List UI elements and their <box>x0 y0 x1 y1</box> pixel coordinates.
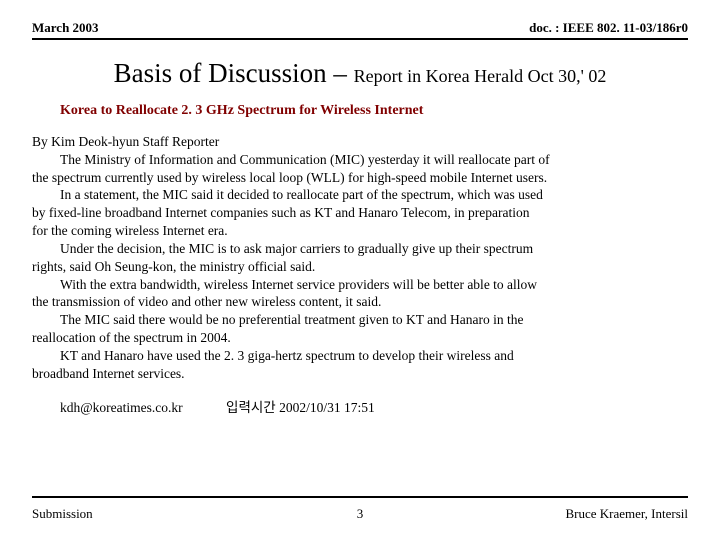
para-5b: reallocation of the spectrum in 2004. <box>32 329 688 347</box>
para-4a: With the extra bandwidth, wireless Inter… <box>32 276 688 294</box>
para-2c: for the coming wireless Internet era. <box>32 222 688 240</box>
header-date: March 2003 <box>32 20 99 36</box>
header-doc-id: doc. : IEEE 802. 11-03/186r0 <box>529 20 688 36</box>
article-subhead: Korea to Reallocate 2. 3 GHz Spectrum fo… <box>60 103 688 119</box>
footer-rule <box>32 496 688 498</box>
para-6b: broadband Internet services. <box>32 365 688 383</box>
footer: 3 Submission Bruce Kraemer, Intersil <box>32 496 688 522</box>
author-email: kdh@koreatimes.co.kr <box>60 400 183 416</box>
header-bar: March 2003 doc. : IEEE 802. 11-03/186r0 <box>32 20 688 40</box>
para-1b: the spectrum currently used by wireless … <box>32 169 688 187</box>
title-row: Basis of Discussion – Report in Korea He… <box>32 58 688 89</box>
slide: March 2003 doc. : IEEE 802. 11-03/186r0 … <box>0 0 720 416</box>
article-body: By Kim Deok-hyun Staff Reporter The Mini… <box>32 133 688 382</box>
para-2b: by fixed-line broadband Internet compani… <box>32 204 688 222</box>
para-3a: Under the decision, the MIC is to ask ma… <box>32 240 688 258</box>
signature-row: kdh@koreatimes.co.kr 입력시간 2002/10/31 17:… <box>60 396 688 416</box>
title-main: Basis of Discussion – <box>114 58 354 88</box>
para-3b: rights, said Oh Seung-kon, the ministry … <box>32 258 688 276</box>
para-5a: The MIC said there would be no preferent… <box>32 311 688 329</box>
input-timestamp: 입력시간 2002/10/31 17:51 <box>226 400 375 415</box>
page-number: 3 <box>32 506 688 522</box>
para-1a: The Ministry of Information and Communic… <box>32 151 688 169</box>
para-2a: In a statement, the MIC said it decided … <box>32 186 688 204</box>
para-4b: the transmission of video and other new … <box>32 293 688 311</box>
title-sub: Report in Korea Herald Oct 30,' 02 <box>354 66 607 86</box>
byline: By Kim Deok-hyun Staff Reporter <box>32 133 688 151</box>
para-6a: KT and Hanaro have used the 2. 3 giga-he… <box>32 347 688 365</box>
